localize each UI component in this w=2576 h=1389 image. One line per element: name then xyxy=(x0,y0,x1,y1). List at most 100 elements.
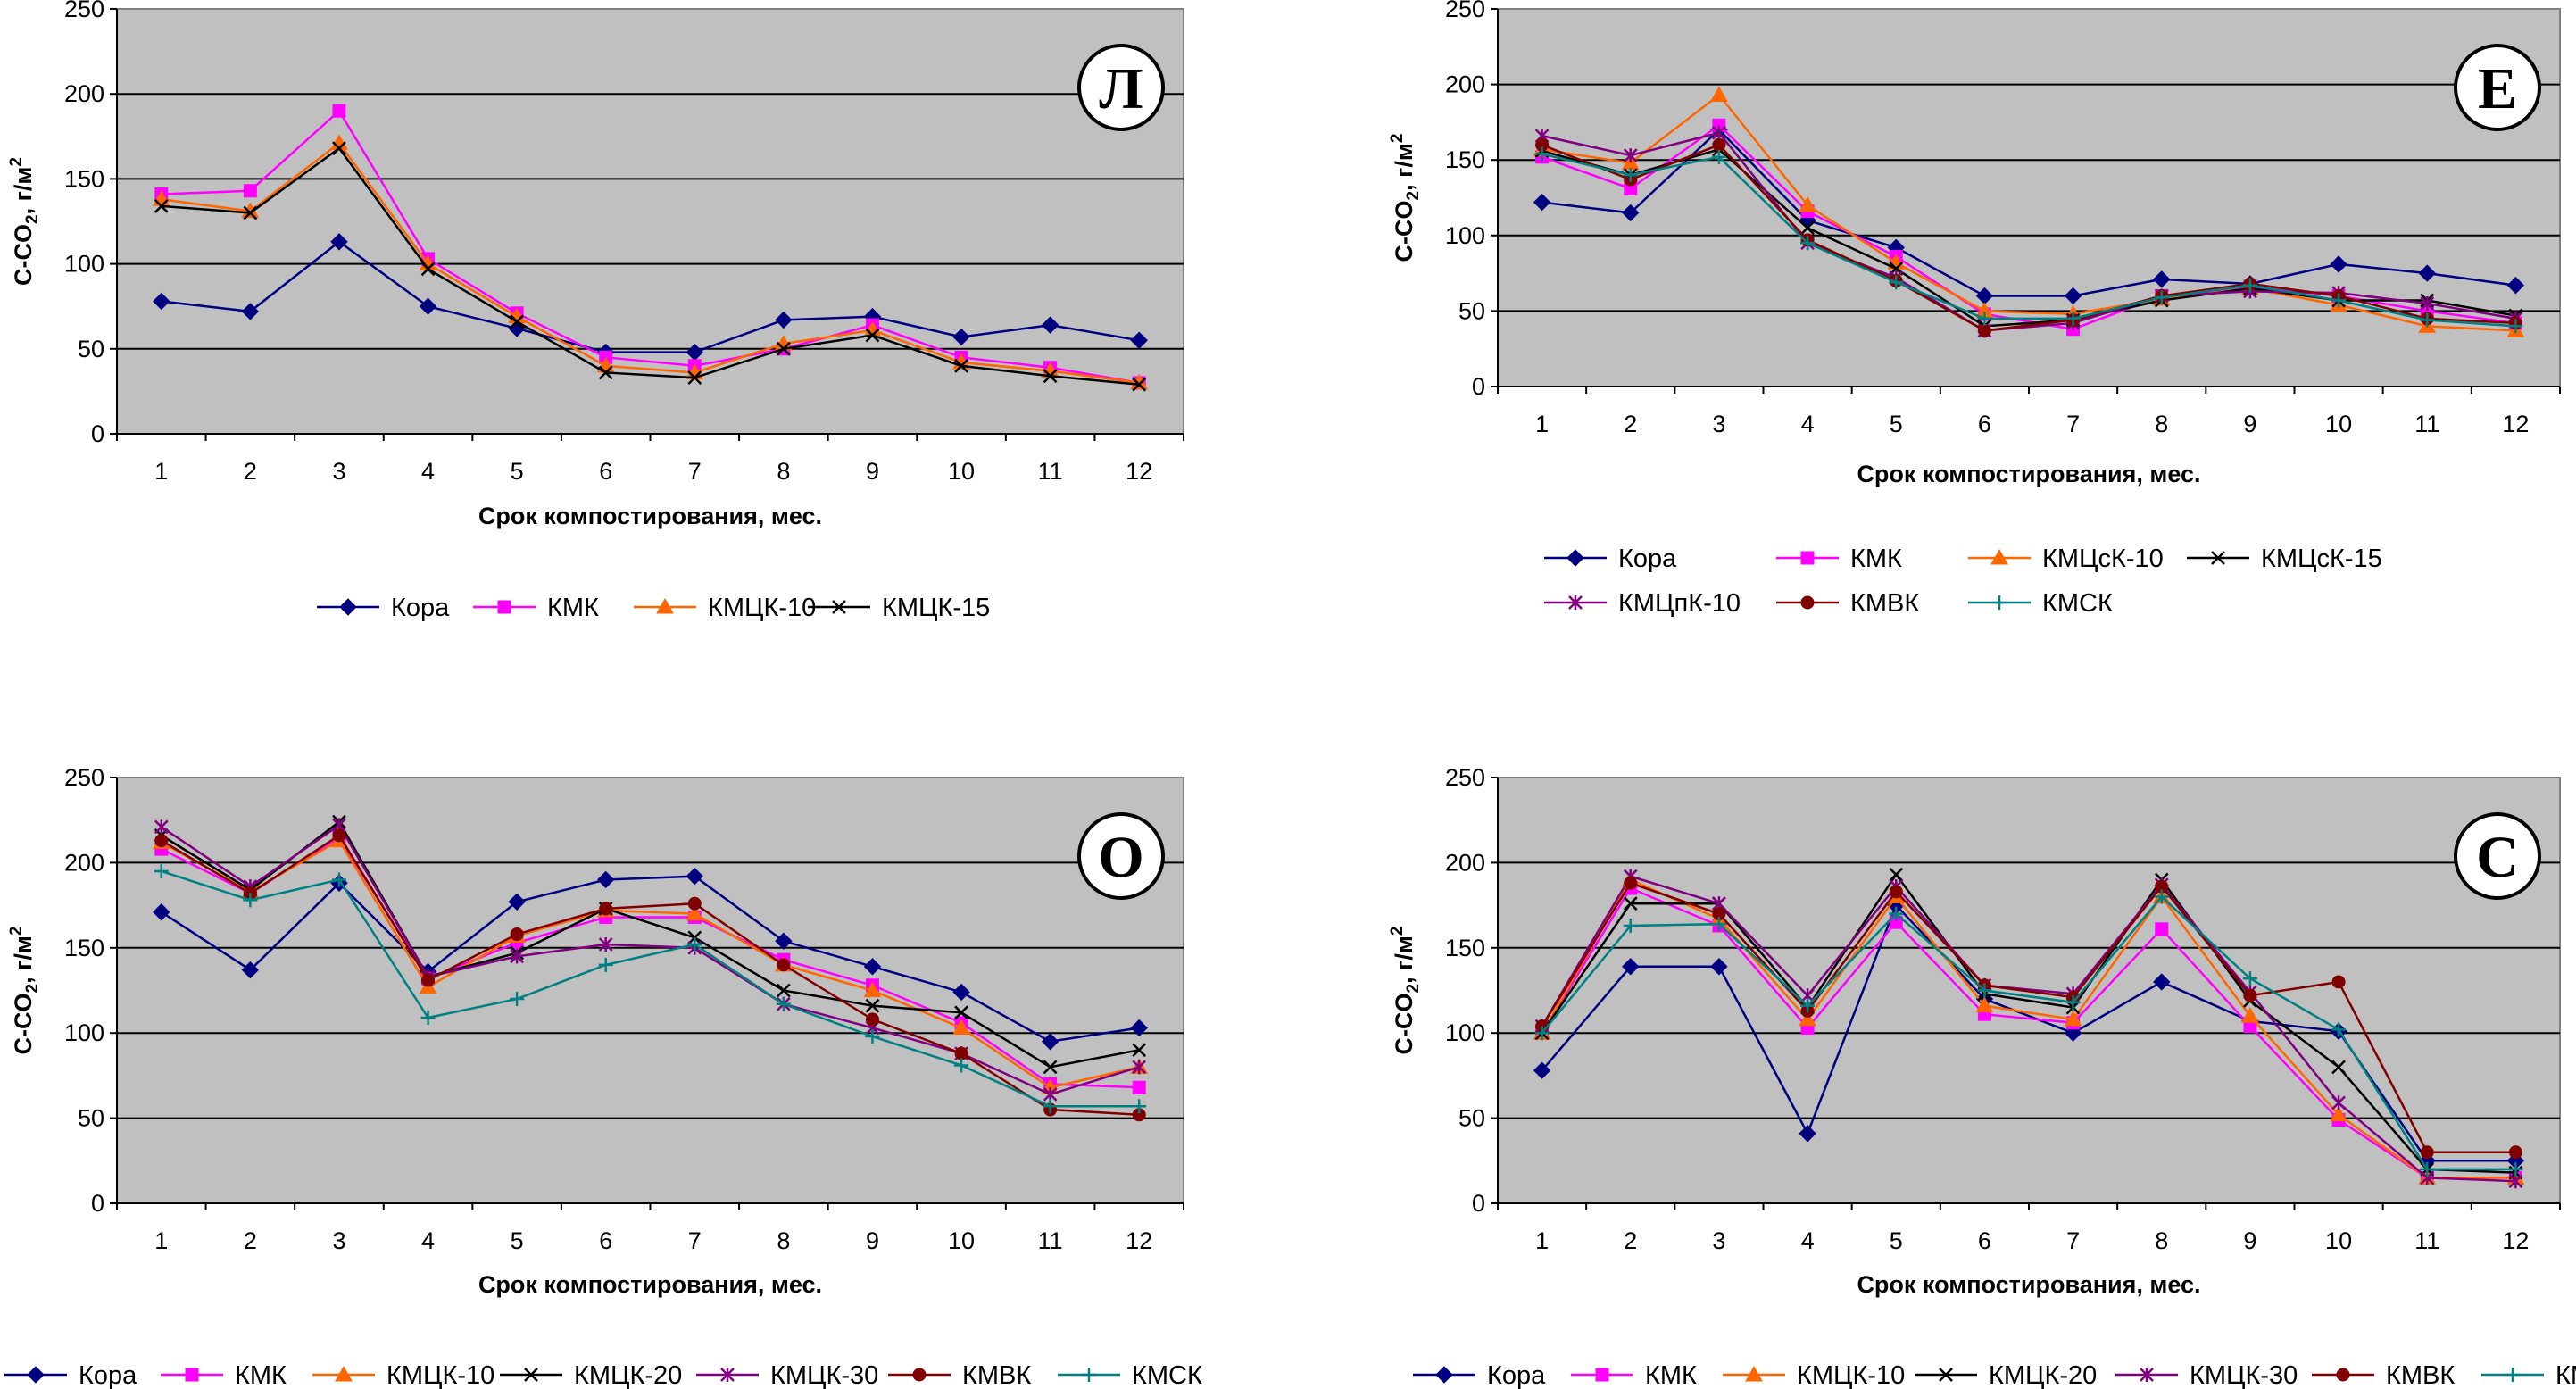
data-point xyxy=(154,819,169,835)
x-tick-label: 2 xyxy=(244,458,257,485)
legend-label: КМЦК-30 xyxy=(770,1361,878,1389)
x-tick-label: 11 xyxy=(1038,1227,1063,1254)
data-point xyxy=(1889,275,1904,290)
panel-badge-label: С xyxy=(2476,825,2519,890)
panel-badge xyxy=(1077,812,1165,900)
data-point xyxy=(1623,919,1638,933)
legend-label: КМЦК-10 xyxy=(1797,1361,1905,1389)
legend-item: Кора xyxy=(1544,545,1677,573)
data-point xyxy=(2243,988,2257,1002)
y-tick-label: 0 xyxy=(91,1190,104,1217)
data-point xyxy=(1533,193,1551,212)
panel-badge-label: Е xyxy=(2478,56,2517,121)
legend-item: КМСК xyxy=(1968,589,2113,618)
series-line xyxy=(1541,128,2516,297)
y-tick-label: 250 xyxy=(1445,0,1485,22)
y-tick-label: 0 xyxy=(91,420,104,447)
legend-item: Кора xyxy=(317,594,450,622)
data-point xyxy=(776,996,791,1011)
data-point xyxy=(243,184,257,198)
data-point xyxy=(1711,149,1726,164)
data-point xyxy=(597,870,615,889)
data-point xyxy=(2065,311,2081,326)
y-axis-title-sub: 2 xyxy=(1404,984,1423,994)
data-point xyxy=(687,370,702,386)
x-tick-label: 12 xyxy=(2502,411,2529,437)
data-point xyxy=(1799,1125,1816,1143)
legend-marker xyxy=(1800,595,1815,610)
series-line xyxy=(161,240,1140,353)
data-point xyxy=(952,1019,970,1035)
x-tick-label: 11 xyxy=(2414,1227,2439,1254)
y-axis-title-main: C-CO xyxy=(10,993,37,1054)
legend-item: КМЦК-30 xyxy=(696,1361,878,1389)
data-point xyxy=(2420,1161,2435,1177)
x-axis-title: Срок компостирования, мес. xyxy=(1857,1271,2200,1298)
legend-label: КМЦК-30 xyxy=(2190,1361,2298,1389)
legend: Кора КМК КМЦК-10 КМЦК-15 xyxy=(317,594,990,622)
legend-marker xyxy=(1566,549,1584,567)
data-point xyxy=(863,958,882,976)
data-point xyxy=(1043,1086,1058,1102)
legend-label: Кора xyxy=(1618,545,1677,573)
series-line xyxy=(1541,143,2516,332)
x-tick-label: 7 xyxy=(2066,1227,2080,1254)
x-tick-label: 9 xyxy=(2243,411,2256,437)
y-axis-title-sub: 2 xyxy=(1404,191,1423,201)
legend-item: КМК xyxy=(473,594,599,622)
legend-label: Кора xyxy=(391,594,450,622)
y-axis-title-main: C-CO xyxy=(10,224,37,286)
legend-marker xyxy=(1939,1368,1953,1382)
data-point xyxy=(2418,264,2436,282)
x-tick-label: 9 xyxy=(866,458,879,485)
plot-area xyxy=(1497,8,2561,387)
data-point xyxy=(2153,270,2171,288)
legend-label: КМЦК-15 xyxy=(882,594,990,622)
data-point xyxy=(1622,958,1640,976)
data-point xyxy=(2420,1145,2434,1160)
data-point xyxy=(1132,377,1147,392)
series-line xyxy=(1541,877,2516,1179)
x-tick-label: 9 xyxy=(2243,1227,2256,1254)
x-tick-label: 4 xyxy=(1801,1227,1815,1254)
series-line xyxy=(1541,894,2516,1171)
data-point xyxy=(420,1011,436,1026)
series-6 xyxy=(154,828,1146,1122)
y-axis-title-unit: , г/м xyxy=(10,167,37,215)
legend-marker xyxy=(912,1368,927,1382)
data-point xyxy=(243,893,258,908)
series-line xyxy=(161,836,1140,1089)
y-axis-title-unit: , г/м xyxy=(1391,143,1417,191)
data-point xyxy=(2155,922,2169,936)
legend: Кора КМК КМЦК-10 КМЦК-20 КМЦК-30 КМВК КМСК xyxy=(4,1361,1202,1389)
data-point xyxy=(154,863,169,878)
legend-item: КМЦсК-15 xyxy=(2187,545,2382,573)
legend-label: КМК xyxy=(1645,1361,1697,1389)
data-point xyxy=(1710,958,1728,976)
data-point xyxy=(865,1029,880,1044)
legend-marker xyxy=(27,1366,45,1384)
y-axis-title-sup: 2 xyxy=(1388,134,1407,144)
legend-marker xyxy=(497,600,511,614)
y-tick-label: 250 xyxy=(64,0,104,22)
legend-item: КМЦпК-10 xyxy=(1544,589,1741,618)
panel-badge-label: О xyxy=(1098,825,1143,890)
x-tick-label: 1 xyxy=(154,458,168,485)
data-point xyxy=(332,828,346,843)
data-point xyxy=(1043,1060,1058,1075)
data-point xyxy=(1624,876,1638,890)
legend-item: Кора xyxy=(1413,1361,1546,1389)
data-point xyxy=(1130,1019,1148,1037)
y-axis-title: C-CO2, г/м2 xyxy=(7,927,42,1055)
x-tick-label: 10 xyxy=(2325,1227,2352,1254)
data-point xyxy=(1977,983,1992,998)
legend-marker xyxy=(832,600,846,614)
series-1 xyxy=(153,867,1148,1051)
data-point xyxy=(2242,971,2257,986)
data-point xyxy=(2508,1174,2523,1189)
y-tick-label: 150 xyxy=(64,165,104,192)
x-tick-label: 12 xyxy=(1126,458,1152,485)
data-point xyxy=(1130,331,1148,349)
data-point xyxy=(2241,1007,2259,1023)
data-point xyxy=(2330,255,2347,273)
